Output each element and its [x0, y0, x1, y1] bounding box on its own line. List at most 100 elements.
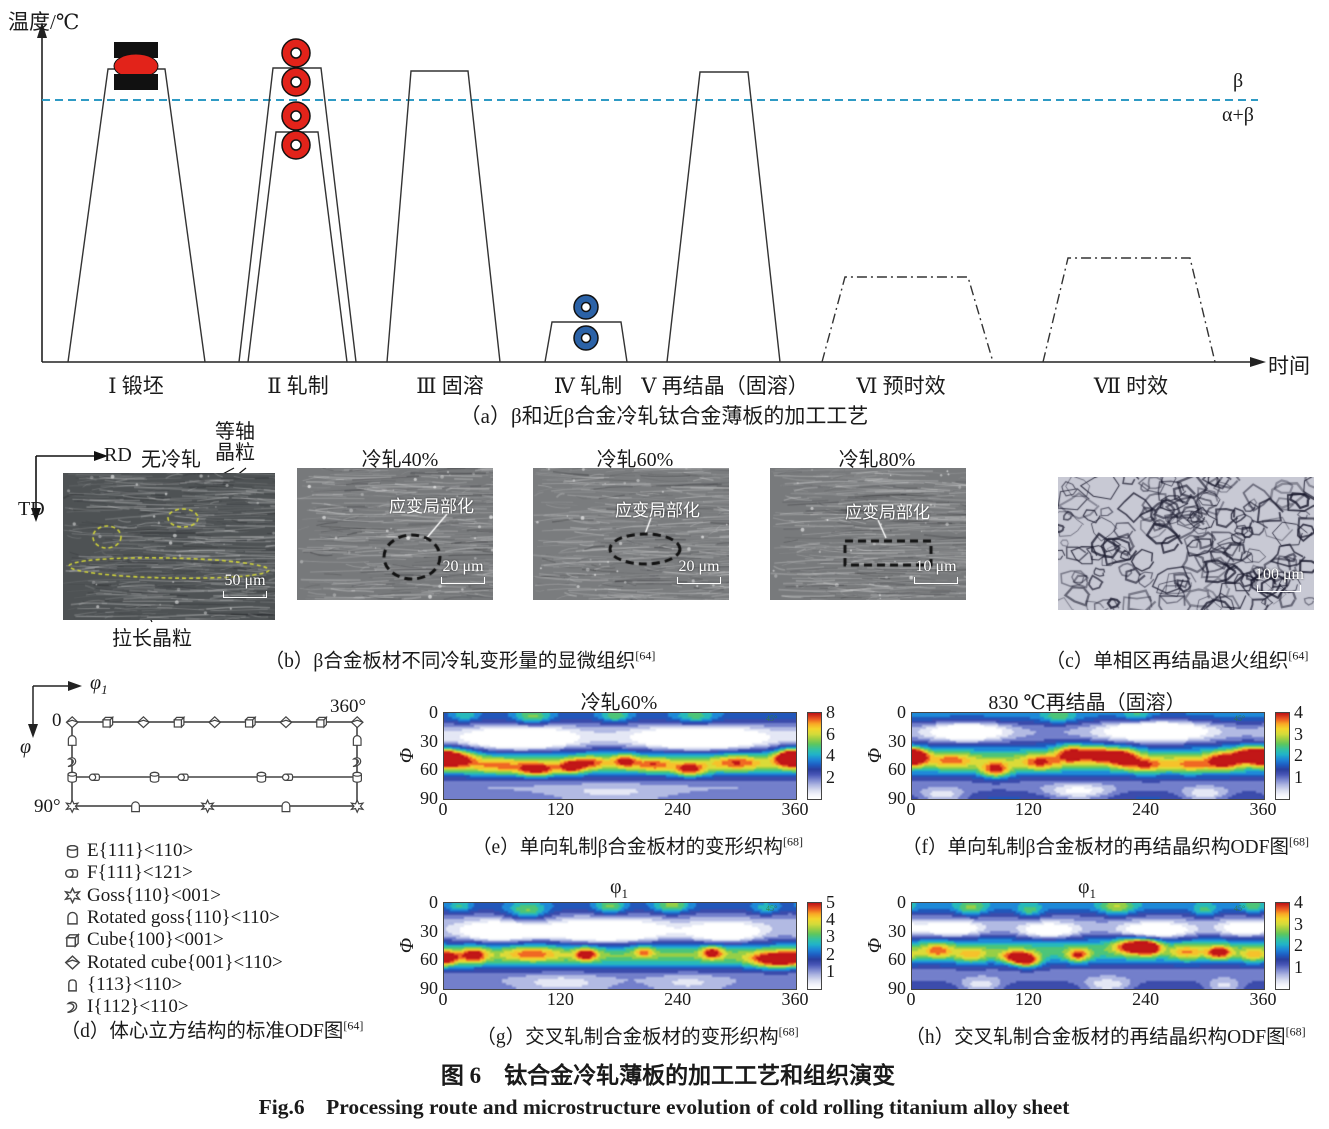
odf-heatmap	[443, 712, 797, 800]
odf-corner-0: 0	[52, 710, 62, 731]
arch-symbol	[281, 801, 291, 813]
x-tick: 0	[438, 799, 448, 819]
colorbar	[807, 902, 822, 990]
star-symbol	[64, 798, 80, 814]
colorbar-tick: 1	[1294, 766, 1303, 787]
colorbar-tick: 8	[826, 702, 835, 722]
time-axis-label: 时间	[1268, 354, 1310, 378]
micrograph-no-cold-roll: 50 μm	[63, 473, 275, 620]
scale-bar	[441, 577, 485, 584]
arch-symbol	[67, 735, 77, 746]
panel-title: φ1	[609, 876, 629, 901]
colorbar-tick: 2	[826, 766, 835, 787]
phi2-section-label: 45°	[766, 904, 778, 913]
x-tick: 360	[1249, 799, 1277, 819]
x-tick: 120	[1014, 989, 1042, 1009]
colorbar-tick: 3	[1294, 723, 1303, 744]
panel-caption: （g）交叉轧制合金板材的变形织构[68]	[476, 1024, 799, 1049]
forging-press-icon	[113, 42, 159, 90]
rd-axis-label: RD	[104, 444, 132, 466]
x-tick: 240	[1132, 799, 1160, 819]
x-tick: 360	[781, 799, 809, 819]
stage-label-6: Ⅵ 预时效	[856, 374, 946, 398]
cold-rolling-rolls-icon	[573, 294, 599, 351]
cube-symbol	[244, 715, 257, 729]
process-route-diagram	[37, 22, 1266, 367]
legend-item-arch: Rotated goss{110}<110>	[64, 907, 280, 929]
odf-heatmap	[443, 902, 797, 990]
colorbar-tick: 3	[1294, 913, 1303, 934]
legend-label: I{112}<110>	[87, 996, 189, 1018]
strain-localization-label: 应变局部化	[615, 501, 700, 520]
scale-bar	[223, 591, 267, 598]
y-tick: 90	[888, 788, 906, 808]
legend-item-cube: Cube{100}<001>	[64, 929, 224, 951]
cube-icon	[65, 932, 80, 948]
phi2-section-label: 45°	[1234, 714, 1246, 723]
legend-label: Cube{100}<001>	[87, 929, 224, 951]
phi-axis-label: φ	[20, 736, 32, 758]
stage-label-7: Ⅶ 时效	[1093, 374, 1169, 398]
elongated-grain-label: 拉长晶粒	[112, 628, 192, 650]
star-icon	[64, 887, 81, 905]
micrograph2-title: 冷轧40%	[361, 449, 439, 471]
y-tick: 60	[888, 759, 906, 780]
colorbar-tick: 4	[1294, 892, 1303, 912]
panel-title: 830 ℃再结晶（固溶）	[988, 692, 1186, 714]
colorbar	[807, 712, 822, 800]
hot-rolling-rolls-icon	[281, 38, 311, 160]
odf-heatmap	[911, 712, 1265, 800]
star-symbol	[349, 798, 365, 814]
colorbar-tick: 1	[1294, 956, 1303, 977]
cylinder-symbol	[149, 771, 160, 783]
figure-caption-zh: 图 6 钛合金冷轧薄板的加工工艺和组织演变	[440, 1063, 896, 1088]
cube-symbol	[315, 715, 328, 729]
stage1-trapezoid	[67, 68, 206, 363]
colorbar	[1275, 902, 1290, 990]
stage-label-5: Ⅴ 再结晶（固溶）	[641, 374, 809, 398]
colorbar-tick: 5	[826, 892, 835, 912]
stage-label-4: Ⅳ 轧制	[553, 374, 623, 398]
x-axis-arrowhead	[1250, 357, 1266, 367]
half-cylinder-symbol	[88, 773, 100, 781]
odf-panel-e: 冷轧60% Φ 0 30 60 90 0 120 240 360 8 6 4 2 45° （e）单向轧制β合金…	[396, 686, 875, 861]
y-tick: 0	[897, 702, 906, 722]
micrograph4-title: 冷轧80%	[838, 449, 916, 471]
caption-a: （a）β和近β合金冷轧钛合金薄板的加工工艺	[459, 404, 869, 428]
cube-symbol	[101, 715, 115, 729]
colorbar-tick: 4	[826, 909, 835, 930]
x-tick: 0	[906, 989, 916, 1009]
legend-label: E{111}<110>	[87, 840, 194, 861]
hook-icon	[66, 1001, 78, 1013]
legend-label: F{111}<121>	[87, 862, 193, 884]
half-cylinder-icon	[64, 868, 79, 878]
x-tick: 360	[1249, 989, 1277, 1009]
equiaxed-grain-label: 等轴 晶粒	[215, 421, 255, 464]
colorbar-tick: 2	[1294, 745, 1303, 765]
stage-label-1: Ⅰ 锻坯	[108, 374, 164, 398]
legend-item-door: {113}<110>	[64, 974, 182, 996]
x-tick: 240	[1132, 989, 1160, 1009]
y-tick: 30	[888, 920, 906, 941]
micrograph-recrystallized: 100 μm	[1058, 477, 1314, 610]
colorbar-tick: 4	[1294, 702, 1303, 722]
stage-label-2: Ⅱ 轧制	[267, 374, 329, 398]
phi2-section-label: 45°	[1234, 904, 1246, 913]
stage7-trapezoid	[1042, 257, 1216, 363]
diamond-symbol	[208, 715, 222, 729]
x-tick: 240	[664, 989, 692, 1009]
scale-bar	[1257, 585, 1302, 592]
caption-c: （c）单相区再结晶退火组织[64]	[1045, 648, 1309, 673]
y-tick: 60	[888, 949, 906, 970]
beta-phase-label: β	[1233, 70, 1244, 92]
panel-title: 冷轧60%	[580, 692, 658, 714]
hook-symbol	[66, 757, 77, 768]
arch-symbol	[131, 801, 140, 813]
y-tick: 0	[897, 892, 906, 912]
diamond-symbol	[350, 715, 364, 729]
x-tick: 360	[781, 989, 809, 1009]
y-tick: 0	[429, 702, 438, 722]
legend-item-star: Goss{110}<001>	[64, 885, 221, 907]
micrograph-cr80: 应变局部化 10 μm	[770, 468, 966, 600]
